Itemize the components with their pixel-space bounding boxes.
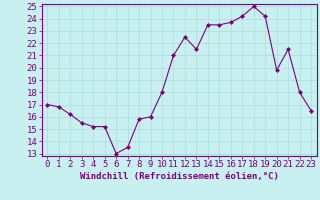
X-axis label: Windchill (Refroidissement éolien,°C): Windchill (Refroidissement éolien,°C) (80, 172, 279, 181)
